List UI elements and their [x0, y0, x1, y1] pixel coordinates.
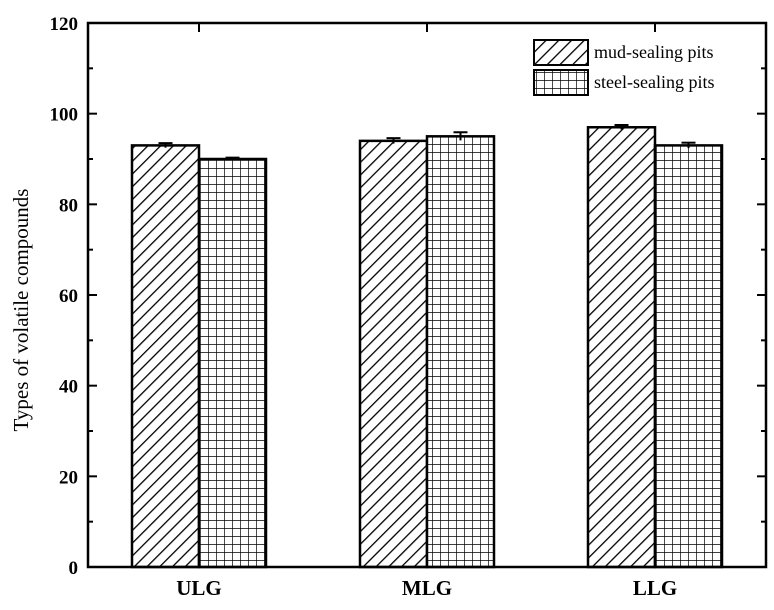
error-bar-llg-series-1	[614, 124, 629, 130]
y-tick-label: 40	[59, 377, 78, 398]
bars-layer	[130, 124, 724, 569]
bar-mlg-series-1	[358, 139, 429, 569]
axes-layer: 0 20 40 60 80 100 120 ULG MLG LLG	[50, 14, 768, 600]
y-tick-label: 100	[50, 105, 79, 126]
bar-ulg-series-1	[130, 144, 201, 569]
error-bar-mlg-series-1	[386, 137, 401, 144]
legend-label-2: steel-sealing pits	[594, 72, 714, 92]
y-tick-label: 20	[59, 467, 78, 488]
bar-llg-series-1	[586, 126, 657, 569]
y-axis-title: Types of volatile compounds	[9, 189, 33, 432]
bar-llg-series-2	[653, 144, 724, 569]
error-bar-ulg-series-2	[225, 156, 240, 161]
legend-swatch-1	[533, 39, 589, 66]
bar-mlg-series-2	[425, 135, 496, 569]
x-category-label: ULG	[176, 576, 222, 600]
bar-ulg-series-2	[197, 157, 268, 569]
error-bar-llg-series-2	[681, 141, 696, 149]
legend-swatch-2	[533, 69, 589, 96]
y-tick-label: 80	[59, 195, 78, 216]
legend-label-1: mud-sealing pits	[594, 42, 714, 62]
x-category-label: LLG	[633, 576, 677, 600]
y-tick-label: 60	[59, 286, 78, 307]
error-bar-mlg-series-2	[453, 131, 468, 141]
y-tick-label: 0	[69, 558, 79, 579]
y-tick-label: 120	[50, 14, 79, 35]
error-bar-ulg-series-1	[158, 142, 173, 148]
x-category-label: MLG	[402, 576, 452, 600]
legend: mud-sealing pits steel-sealing pits	[533, 39, 714, 96]
